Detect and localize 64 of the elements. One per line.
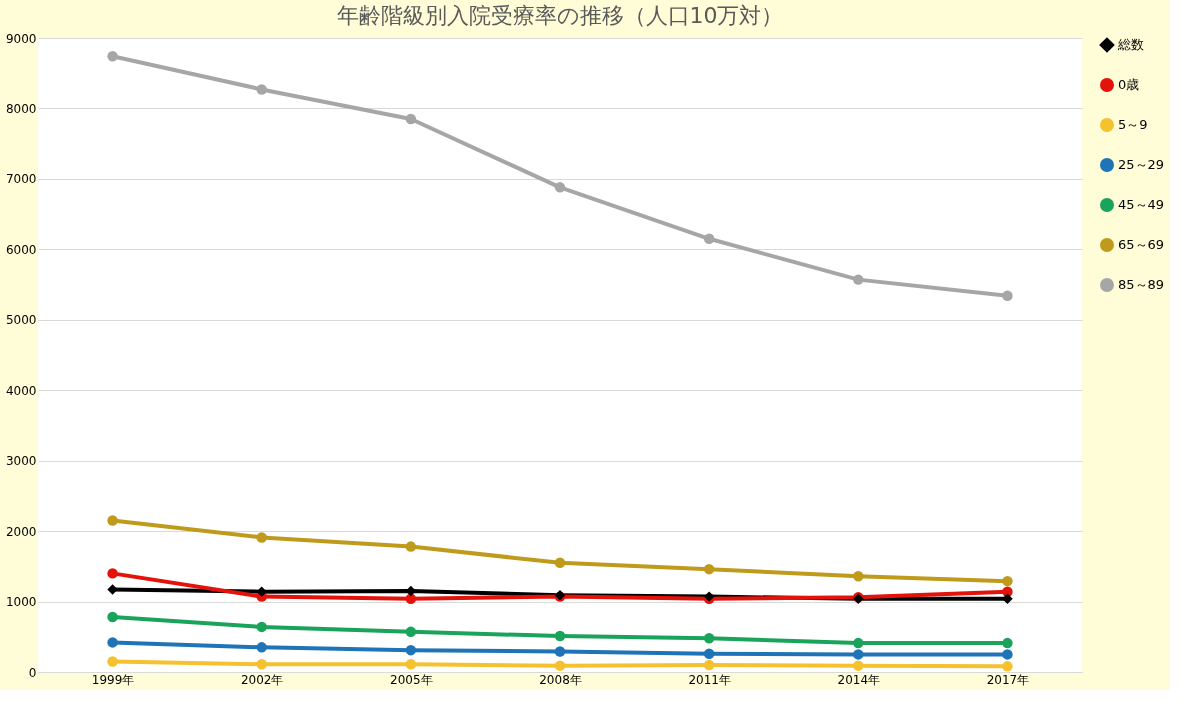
y-tick-label: 2000 (5, 524, 37, 539)
point (703, 632, 715, 644)
x-tick-label: 2011年 (688, 672, 731, 687)
x-tick-label: 2014年 (837, 672, 881, 687)
point (107, 637, 118, 648)
legend-label: 45～49 (1118, 197, 1165, 212)
legend-label: 25～29 (1118, 157, 1165, 172)
point (256, 586, 267, 597)
point (1002, 649, 1013, 660)
y-tick-label: 6000 (5, 242, 37, 257)
y-tick-label: 8000 (5, 101, 37, 116)
point (107, 656, 118, 667)
chart-title: 年齢階級別入院受療率の推移（人口10万対） (336, 3, 784, 28)
y-tick-label: 9000 (5, 31, 37, 46)
point (1002, 661, 1013, 672)
y-tick-label: 5000 (5, 313, 37, 328)
point (107, 568, 118, 579)
point (853, 649, 864, 660)
legend-label: 5～9 (1118, 117, 1148, 132)
point (703, 659, 715, 671)
y-tick-label: 0 (28, 665, 37, 680)
x-tick-label: 2008年 (539, 672, 582, 687)
point (256, 621, 267, 633)
x-tick-label: 1999年 (91, 672, 135, 687)
point (256, 532, 267, 543)
point (107, 515, 118, 526)
point (853, 570, 864, 582)
legend-label: 総数 (1117, 37, 1144, 52)
point (405, 541, 417, 552)
point (256, 659, 267, 670)
point (107, 584, 118, 595)
point (1002, 290, 1013, 302)
point (703, 648, 715, 659)
point (405, 644, 417, 656)
legend-label: 0歳 (1118, 77, 1140, 92)
point (853, 637, 864, 649)
point (1002, 637, 1013, 649)
x-tick-label: 2017年 (986, 672, 1030, 687)
x-tick-label: 2002年 (240, 672, 284, 687)
y-tick-label: 4000 (5, 383, 37, 398)
point (554, 660, 566, 671)
point (256, 84, 267, 95)
point (405, 659, 417, 670)
point (1002, 575, 1013, 587)
point (554, 646, 566, 657)
point (107, 611, 118, 623)
point (554, 630, 566, 642)
point (256, 642, 267, 653)
y-tick-label: 1000 (5, 595, 37, 610)
point (853, 660, 864, 671)
point (703, 563, 715, 575)
point (554, 557, 566, 569)
point (554, 182, 566, 193)
point (853, 274, 864, 285)
legend-label: 65～69 (1118, 237, 1165, 252)
point (703, 233, 715, 244)
point (405, 626, 417, 638)
y-tick-label: 3000 (5, 454, 37, 469)
y-tick-label: 7000 (5, 172, 37, 187)
x-tick-label: 2005年 (390, 672, 433, 687)
point (405, 113, 417, 125)
point (1002, 593, 1013, 604)
point (107, 51, 118, 62)
legend-label: 85～89 (1118, 277, 1165, 292)
